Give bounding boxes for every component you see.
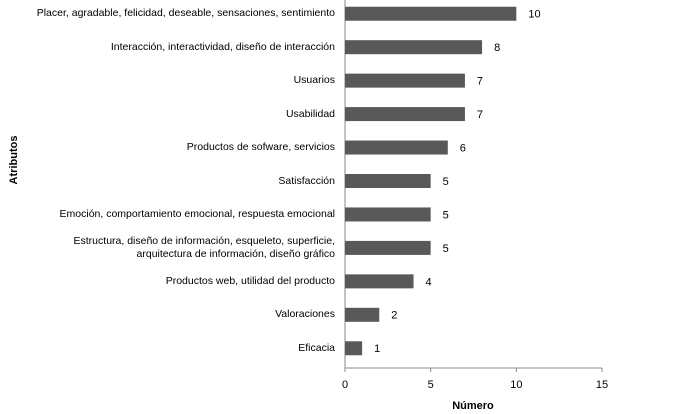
y-tick-label: Satisfacción: [278, 174, 335, 187]
y-tick-label: Eficacia: [298, 341, 335, 354]
value-label: 2: [391, 310, 397, 322]
y-tick-label: Valoraciones: [275, 308, 335, 321]
value-label: 10: [528, 9, 540, 21]
value-label: 5: [443, 243, 449, 255]
y-tick-label: Emoción, comportamiento emocional, respu…: [59, 207, 335, 220]
x-tick-label: 15: [596, 379, 608, 391]
y-axis-title: Atributos: [8, 136, 20, 185]
x-axis-title: Número: [452, 400, 494, 412]
x-tick-label: 0: [342, 379, 348, 391]
y-tick-label: Productos de sofware, servicios: [186, 141, 335, 154]
value-label: 5: [443, 209, 449, 221]
y-tick-label: Usuarios: [293, 74, 335, 87]
value-label: 6: [460, 142, 466, 154]
y-tick-label: Placer, agradable, felicidad, deseable, …: [36, 7, 335, 20]
y-tick-label: Estructura, diseño de información, esque…: [73, 234, 335, 260]
x-tick-label: 5: [428, 379, 434, 391]
bar: [345, 73, 465, 88]
bar: [345, 240, 431, 255]
value-label: 8: [494, 42, 500, 54]
value-label: 1: [374, 343, 380, 355]
bar: [345, 174, 431, 188]
y-tick-label: Usabilidad: [285, 107, 335, 120]
y-tick-label: Interacción, interactividad, diseño de i…: [110, 40, 335, 53]
bar: [345, 274, 414, 289]
value-label: 7: [477, 76, 483, 88]
bar: [345, 6, 517, 21]
bar: [345, 107, 465, 122]
value-label: 7: [477, 109, 483, 121]
y-tick-label: Productos web, utilidad del producto: [165, 274, 335, 287]
bar: [345, 40, 483, 55]
value-label: 5: [443, 176, 449, 188]
bar: [345, 207, 431, 222]
bar: [345, 341, 363, 356]
bar: [345, 307, 380, 322]
value-label: 4: [426, 276, 432, 288]
x-tick-label: 10: [510, 379, 522, 391]
bar: [345, 140, 448, 155]
